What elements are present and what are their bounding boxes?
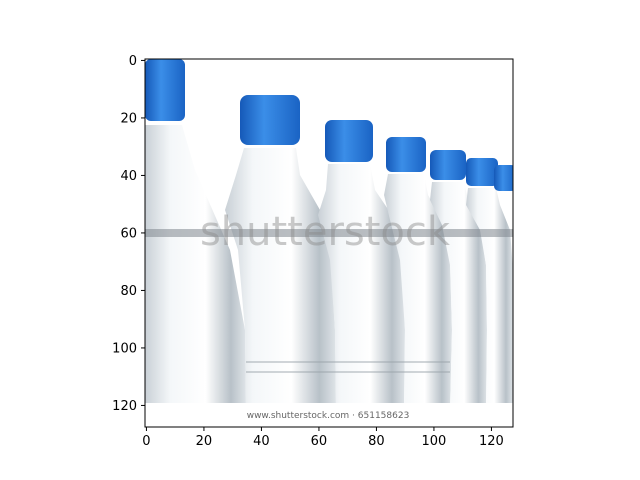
x-tick-label: 80 xyxy=(368,434,385,449)
y-tick-label: 80 xyxy=(120,284,137,299)
x-tick-label: 20 xyxy=(196,434,213,449)
bottle-7-cap xyxy=(494,165,513,191)
x-tick-label: 60 xyxy=(311,434,328,449)
bottle-5 xyxy=(430,150,487,410)
photo: shutterstock www.shutterstock.com · 6511… xyxy=(145,59,513,427)
shelf-reflection-line xyxy=(145,229,513,237)
x-tick-label: 120 xyxy=(479,434,504,449)
bottle-3-cap xyxy=(325,120,373,162)
bottle-1-cap xyxy=(145,59,185,121)
x-axis: 0 20 40 60 80 100 120 xyxy=(142,427,504,449)
y-tick-label: 40 xyxy=(120,169,137,184)
bottle-6 xyxy=(466,158,513,410)
bottle-2 xyxy=(225,95,336,410)
bottle-3 xyxy=(318,120,405,410)
y-tick-label: 120 xyxy=(112,399,137,414)
x-tick-label: 100 xyxy=(422,434,447,449)
bottle-4-cap xyxy=(386,137,426,172)
bottle-1 xyxy=(145,59,246,410)
bottle-3-body xyxy=(318,164,405,410)
y-axis: 0 20 40 60 80 100 120 xyxy=(112,54,145,414)
bottle-6-body xyxy=(466,188,513,410)
bottle-6-cap xyxy=(466,158,498,186)
x-tick-label: 0 xyxy=(142,434,150,449)
photo-footer-bar xyxy=(145,403,513,427)
watermark-text: shutterstock xyxy=(200,209,451,255)
bottle-2-cap xyxy=(240,95,300,145)
x-tick-label: 40 xyxy=(253,434,270,449)
y-tick-label: 20 xyxy=(120,111,137,126)
bottle-7 xyxy=(494,165,513,191)
bottle-2-body xyxy=(225,148,336,410)
bottle-ridges xyxy=(246,361,450,373)
bottle-5-cap xyxy=(430,150,466,180)
y-tick-label: 0 xyxy=(129,54,137,69)
y-tick-label: 100 xyxy=(112,341,137,356)
photo-footer-text: www.shutterstock.com · 651158623 xyxy=(247,411,410,421)
bottle-5-body xyxy=(430,182,487,410)
bottle-1-body xyxy=(145,125,246,410)
y-tick-label: 60 xyxy=(120,226,137,241)
axes-frame xyxy=(144,58,514,428)
